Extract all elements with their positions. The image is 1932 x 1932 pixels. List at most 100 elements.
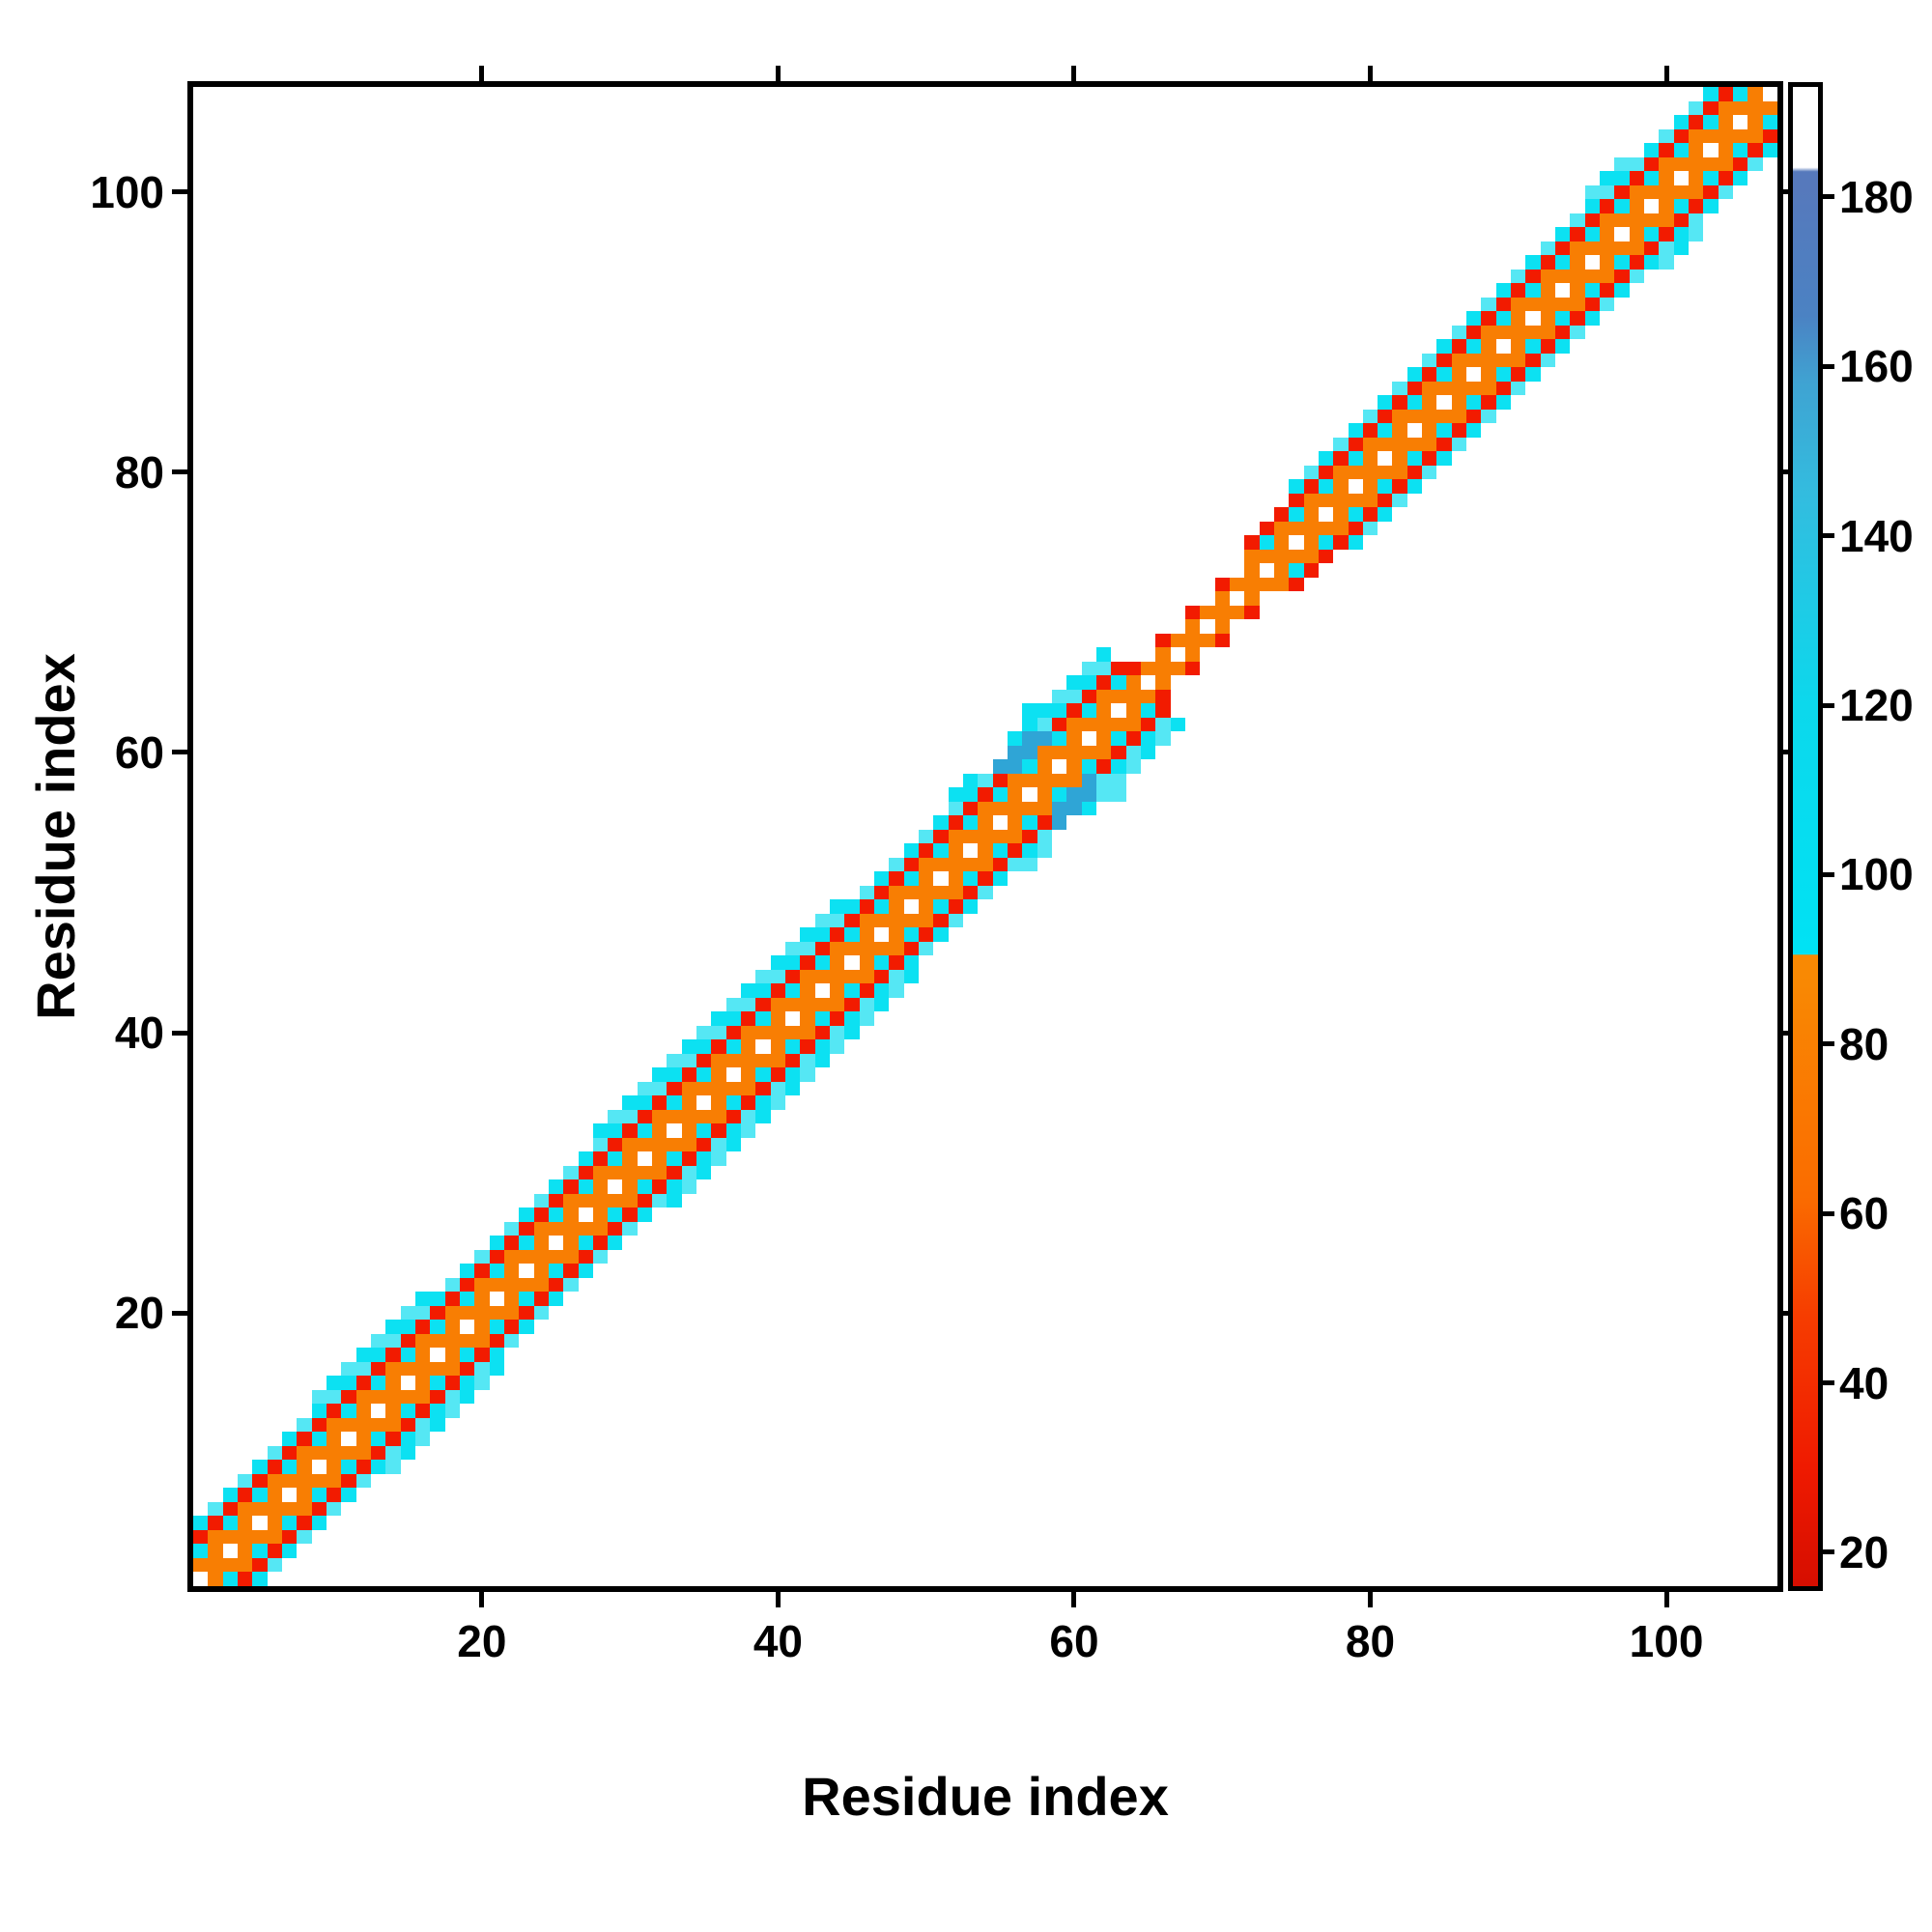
heatmap-cell <box>667 1054 682 1067</box>
heatmap-cell <box>504 1278 519 1292</box>
heatmap-cell <box>252 1460 268 1474</box>
heatmap-cell <box>415 1306 430 1320</box>
heatmap-cell <box>490 1362 504 1376</box>
heatmap-cell <box>1260 550 1274 563</box>
heatmap-cell <box>711 1123 726 1138</box>
heatmap-cell <box>1614 242 1630 255</box>
heatmap-cell <box>208 1572 223 1586</box>
heatmap-cell <box>904 886 919 899</box>
heatmap-cell <box>1008 843 1022 858</box>
heatmap-cell <box>579 1166 593 1179</box>
heatmap-cell <box>1066 675 1082 690</box>
heatmap-cell <box>1096 690 1111 703</box>
heatmap-cell <box>667 1095 682 1110</box>
heatmap-cell <box>252 1572 268 1586</box>
heatmap-cell <box>549 1222 563 1236</box>
heatmap-cell <box>1466 410 1481 423</box>
heatmap-cell <box>1274 578 1289 591</box>
heatmap-cell <box>755 983 771 998</box>
heatmap-cell <box>312 1390 327 1404</box>
heatmap-cell <box>1037 774 1052 787</box>
heatmap-cell <box>1349 494 1363 507</box>
heatmap-cell <box>785 1082 800 1095</box>
heatmap-cell <box>696 1110 711 1123</box>
x-tick-mark-top <box>775 66 781 81</box>
heatmap-cell <box>430 1418 445 1432</box>
heatmap-cell <box>1511 270 1525 283</box>
heatmap-cell <box>1260 578 1274 591</box>
heatmap-cell <box>1496 283 1511 298</box>
heatmap-cell <box>460 1376 474 1390</box>
heatmap-cell <box>1570 311 1585 326</box>
heatmap-cell <box>1614 283 1630 298</box>
heatmap-cell <box>1689 227 1703 242</box>
heatmap-cell <box>371 1390 385 1404</box>
heatmap-cell <box>919 830 933 843</box>
heatmap-cell <box>415 1390 430 1404</box>
heatmap-cell <box>1066 690 1082 703</box>
heatmap-cell <box>1496 395 1511 410</box>
heatmap-cell <box>1333 438 1349 451</box>
heatmap-cell <box>815 998 830 1011</box>
heatmap-cell <box>726 1095 741 1110</box>
heatmap-cell <box>978 774 993 787</box>
heatmap-cell <box>1511 354 1525 367</box>
heatmap-cell <box>519 1208 534 1222</box>
heatmap-cell <box>1141 746 1155 759</box>
heatmap-cell <box>1614 255 1630 270</box>
colorbar-tick-mark <box>1823 1041 1834 1047</box>
heatmap-cell <box>1481 410 1496 423</box>
heatmap-cell <box>1422 423 1436 438</box>
heatmap-cell <box>696 1138 711 1151</box>
x-tick-mark <box>1663 1592 1669 1607</box>
heatmap-cell <box>1436 451 1452 466</box>
heatmap-cell <box>1585 298 1600 311</box>
colorbar-tick-mark <box>1823 871 1834 877</box>
heatmap-cell <box>800 983 815 998</box>
heatmap-cell <box>1659 227 1674 242</box>
heatmap-cell <box>1111 774 1126 787</box>
y-tick-label: 40 <box>114 1008 164 1059</box>
heatmap-cell <box>504 1334 519 1348</box>
heatmap-cell <box>978 843 993 858</box>
heatmap-cell <box>268 1544 282 1558</box>
heatmap-cell <box>874 871 889 886</box>
heatmap-cell <box>741 998 755 1011</box>
y-axis-label: Residue index <box>25 653 86 1020</box>
heatmap-cell <box>1585 213 1600 227</box>
heatmap-cell <box>1555 227 1570 242</box>
heatmap-cell <box>356 1376 371 1390</box>
heatmap-cell <box>889 955 904 970</box>
heatmap-cell <box>652 1082 667 1095</box>
heatmap-cell <box>1466 423 1481 438</box>
y-tick-mark <box>172 750 187 755</box>
heatmap-cell <box>1733 101 1747 115</box>
heatmap-cell <box>949 899 963 914</box>
heatmap-cell <box>889 927 904 942</box>
heatmap-cell <box>830 970 844 983</box>
heatmap-cell <box>549 1250 563 1264</box>
heatmap-cell <box>904 914 919 927</box>
heatmap-cell <box>844 1011 860 1026</box>
heatmap-cell <box>667 1179 682 1194</box>
heatmap-cell <box>978 871 993 886</box>
heatmap-cell <box>341 1376 356 1390</box>
heatmap-cell <box>741 1011 755 1026</box>
heatmap-cell <box>474 1306 490 1320</box>
heatmap-cell <box>208 1558 223 1572</box>
heatmap-cell <box>1496 354 1511 367</box>
heatmap-cell <box>785 1039 800 1054</box>
heatmap-cell <box>978 815 993 830</box>
heatmap-cell <box>1319 535 1333 550</box>
heatmap-cell <box>1466 311 1481 326</box>
heatmap-cell <box>579 1250 593 1264</box>
heatmap-cell <box>1674 242 1689 255</box>
heatmap-cell <box>445 1292 460 1306</box>
heatmap-cell <box>371 1418 385 1432</box>
heatmap-cell <box>622 1222 638 1236</box>
heatmap-cell <box>1126 718 1141 731</box>
heatmap-cell <box>401 1348 415 1362</box>
heatmap-cell <box>889 871 904 886</box>
heatmap-cell <box>963 858 978 871</box>
heatmap-cell <box>1349 507 1363 522</box>
